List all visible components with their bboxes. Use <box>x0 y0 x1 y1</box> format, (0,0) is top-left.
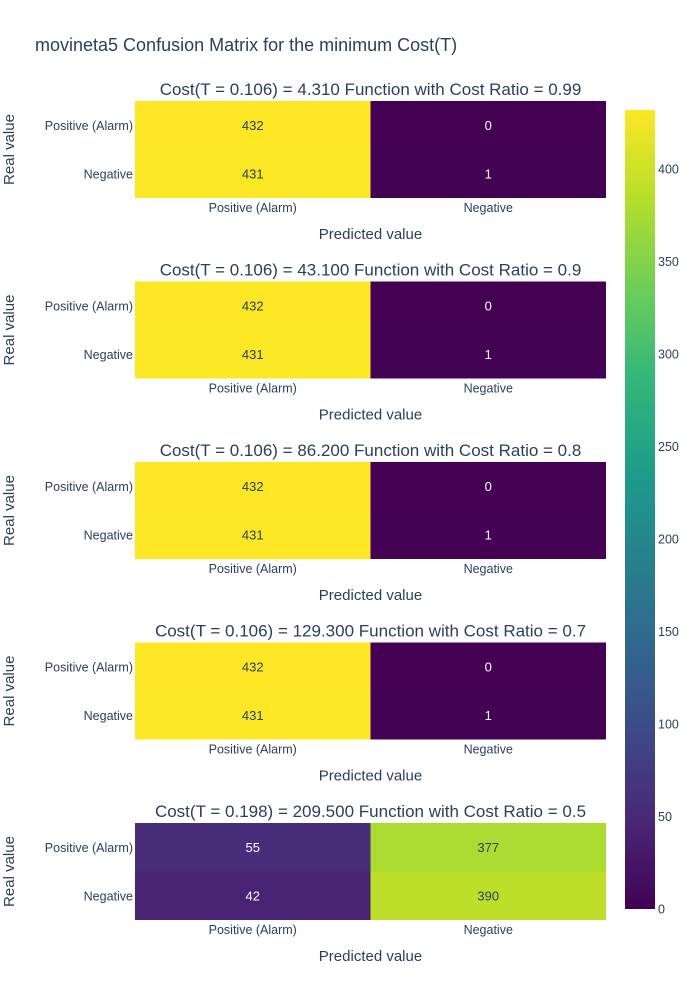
heatmap-cell <box>370 101 606 150</box>
colorbar: 0 50 100 150 200 250 300 350 400 <box>625 110 679 917</box>
confusion-matrix-panel: Cost(T = 0.198) = 209.500 Function with … <box>1 802 606 965</box>
cell-value-label: 1 <box>485 527 492 542</box>
panels: Cost(T = 0.106) = 4.310 Function with Co… <box>1 80 606 965</box>
colorbar-tick-label: 350 <box>658 255 679 269</box>
y-axis-title: Real value <box>1 295 18 366</box>
y-tick-label: Positive (Alarm) <box>45 119 133 133</box>
y-tick-label: Positive (Alarm) <box>45 660 133 674</box>
heatmap-cell <box>135 642 371 691</box>
heatmap-cell <box>370 149 606 198</box>
y-tick-label: Positive (Alarm) <box>45 299 133 313</box>
heatmap-cell <box>370 823 606 872</box>
panel-title: Cost(T = 0.106) = 43.100 Function with C… <box>160 261 582 280</box>
confusion-matrix-panel: Cost(T = 0.106) = 129.300 Function with … <box>1 622 606 785</box>
x-axis-title: Predicted value <box>319 407 422 424</box>
heatmap-cell <box>135 149 371 198</box>
colorbar-tick-label: 50 <box>658 810 672 824</box>
cell-value-label: 432 <box>242 298 264 313</box>
cell-value-label: 432 <box>242 118 264 133</box>
cell-value-label: 0 <box>485 479 492 494</box>
cell-value-label: 377 <box>477 840 499 855</box>
x-tick-label: Positive (Alarm) <box>209 382 297 396</box>
y-tick-label: Negative <box>84 709 133 723</box>
y-axis-title: Real value <box>1 475 18 546</box>
x-axis-title: Predicted value <box>319 226 422 243</box>
confusion-matrix-panel: Cost(T = 0.106) = 43.100 Function with C… <box>1 261 606 424</box>
cell-value-label: 432 <box>242 479 264 494</box>
cell-value-label: 42 <box>246 888 260 903</box>
heatmap-cell <box>370 462 606 511</box>
cell-value-label: 0 <box>485 659 492 674</box>
confusion-matrix-panel: Cost(T = 0.106) = 4.310 Function with Co… <box>1 80 606 243</box>
cell-value-label: 431 <box>242 166 264 181</box>
panel-title: Cost(T = 0.198) = 209.500 Function with … <box>155 802 586 821</box>
heatmap-cell <box>135 871 371 920</box>
y-tick-label: Negative <box>84 528 133 542</box>
cell-value-label: 431 <box>242 347 264 362</box>
colorbar-tick-label: 100 <box>658 718 679 732</box>
heatmap-cell <box>370 642 606 691</box>
colorbar-tick-label: 300 <box>658 348 679 362</box>
heatmap-cell <box>370 281 606 330</box>
heatmap-cell <box>135 691 371 740</box>
colorbar-tick-label: 400 <box>658 163 679 177</box>
cell-value-label: 0 <box>485 118 492 133</box>
x-tick-label: Negative <box>464 743 513 757</box>
cell-value-label: 432 <box>242 659 264 674</box>
x-tick-label: Positive (Alarm) <box>209 201 297 215</box>
colorbar-gradient <box>625 110 655 909</box>
y-tick-label: Negative <box>84 348 133 362</box>
x-tick-label: Negative <box>464 562 513 576</box>
x-tick-label: Positive (Alarm) <box>209 923 297 937</box>
heatmap-cell <box>370 330 606 379</box>
x-axis-title: Predicted value <box>319 948 422 965</box>
heatmap-cell <box>135 330 371 379</box>
x-tick-label: Positive (Alarm) <box>209 562 297 576</box>
cell-value-label: 55 <box>246 840 260 855</box>
cell-value-label: 1 <box>485 708 492 723</box>
x-tick-label: Negative <box>464 201 513 215</box>
panel-title: Cost(T = 0.106) = 4.310 Function with Co… <box>160 80 582 99</box>
cell-value-label: 0 <box>485 298 492 313</box>
chart-title: movineta5 Confusion Matrix for the minim… <box>35 35 457 55</box>
cell-value-label: 390 <box>477 888 499 903</box>
panel-title: Cost(T = 0.106) = 129.300 Function with … <box>155 622 586 641</box>
y-axis-title: Real value <box>1 656 18 727</box>
y-tick-label: Negative <box>84 167 133 181</box>
heatmap-cell <box>370 871 606 920</box>
heatmap-cell <box>135 101 371 150</box>
x-axis-title: Predicted value <box>319 768 422 785</box>
y-tick-label: Positive (Alarm) <box>45 841 133 855</box>
y-tick-label: Negative <box>84 889 133 903</box>
panel-title: Cost(T = 0.106) = 86.200 Function with C… <box>160 441 582 460</box>
colorbar-tick-label: 250 <box>658 440 679 454</box>
x-tick-label: Negative <box>464 382 513 396</box>
heatmap-cell <box>135 510 371 559</box>
colorbar-tick-label: 200 <box>658 533 679 547</box>
heatmap-cell <box>370 510 606 559</box>
colorbar-tick-label: 150 <box>658 625 679 639</box>
heatmap-cell <box>135 462 371 511</box>
cell-value-label: 1 <box>485 347 492 362</box>
confusion-matrix-panel: Cost(T = 0.106) = 86.200 Function with C… <box>1 441 606 604</box>
heatmap-cell <box>135 823 371 872</box>
cell-value-label: 1 <box>485 166 492 181</box>
cell-value-label: 431 <box>242 708 264 723</box>
x-axis-title: Predicted value <box>319 587 422 604</box>
colorbar-tick-label: 0 <box>658 903 665 917</box>
x-tick-label: Positive (Alarm) <box>209 743 297 757</box>
heatmap-cell <box>135 281 371 330</box>
y-axis-title: Real value <box>1 114 18 185</box>
cell-value-label: 431 <box>242 527 264 542</box>
x-tick-label: Negative <box>464 923 513 937</box>
heatmap-cell <box>370 691 606 740</box>
y-axis-title: Real value <box>1 836 18 907</box>
y-tick-label: Positive (Alarm) <box>45 480 133 494</box>
